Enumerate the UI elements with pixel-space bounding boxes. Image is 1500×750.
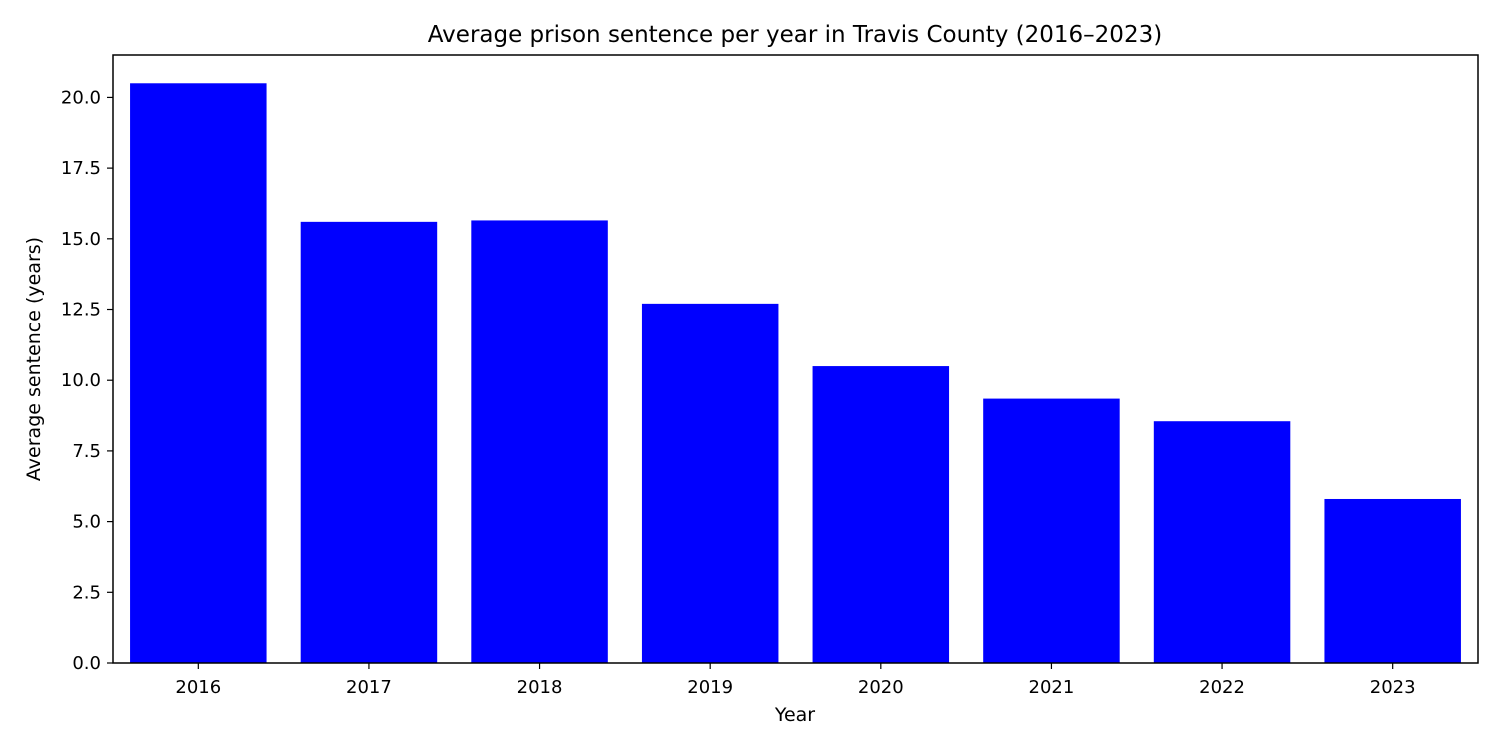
y-tick-label: 2.5	[72, 582, 101, 603]
y-tick-label: 7.5	[72, 441, 101, 462]
x-tick-label: 2017	[346, 677, 392, 698]
plot-frame	[112, 54, 1479, 664]
bar-2017	[300, 221, 438, 663]
y-tick-label: 5.0	[72, 512, 101, 533]
chart-title: Average prison sentence per year in Trav…	[428, 22, 1162, 48]
y-tick-label: 17.5	[61, 158, 101, 179]
bar-2021	[983, 398, 1120, 663]
x-tick-label: 2020	[858, 677, 904, 698]
y-tick-label: 15.0	[61, 229, 101, 250]
y-axis-label: Average sentence (years)	[23, 237, 45, 481]
bar-2019	[641, 303, 779, 663]
x-tick-label: 2021	[1029, 677, 1075, 698]
bar-2020	[812, 366, 950, 663]
bars-group	[130, 83, 1461, 663]
x-tick-label: 2018	[517, 677, 563, 698]
x-tick-label: 2019	[687, 677, 733, 698]
x-ticks-group: 2016 2017 2018 2019 2020 2021 2022 2023	[175, 663, 1416, 698]
y-tick-label: 0.0	[72, 653, 101, 674]
y-tick-label: 20.0	[61, 87, 101, 108]
y-ticks-group: 0.0 2.5 5.0 7.5 10.0 12.5 15.0 17.5 20.0	[61, 87, 113, 674]
y-tick-label: 10.0	[61, 370, 101, 391]
bar-2023	[1324, 498, 1461, 663]
x-tick-label: 2023	[1370, 677, 1416, 698]
bar-2018	[471, 220, 608, 663]
x-tick-label: 2016	[175, 677, 221, 698]
x-axis-label: Year	[774, 704, 815, 726]
y-tick-label: 12.5	[61, 300, 101, 321]
x-tick-label: 2022	[1199, 677, 1245, 698]
bar-2022	[1153, 421, 1291, 663]
bar-2016	[130, 83, 267, 663]
